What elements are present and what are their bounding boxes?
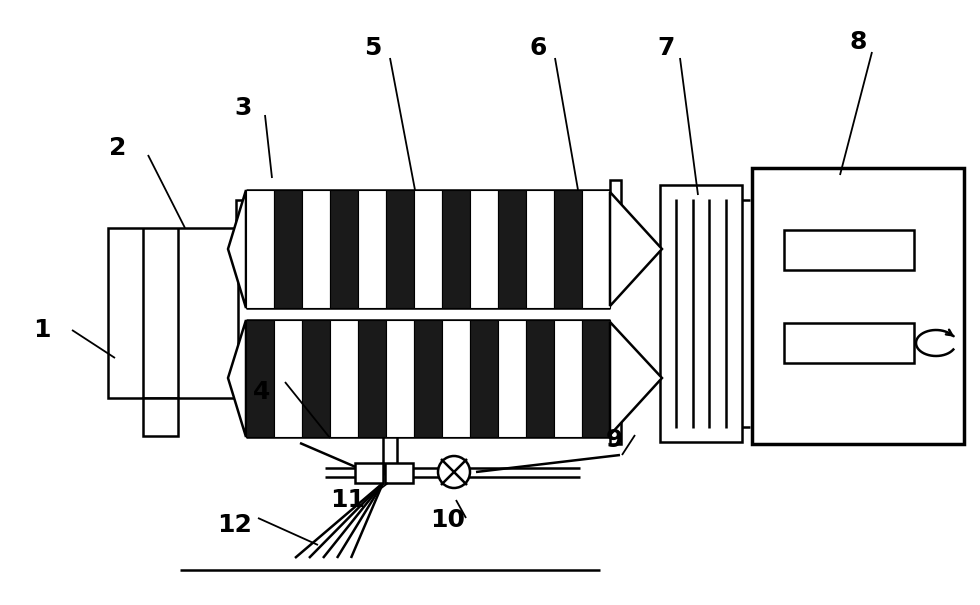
Bar (330, 320, 358, 437)
Bar (302, 190, 330, 308)
Bar (236, 200, 246, 268)
Text: 3: 3 (234, 96, 252, 120)
Text: 5: 5 (365, 36, 381, 60)
Text: 12: 12 (218, 513, 253, 537)
Bar (526, 320, 554, 437)
Bar (274, 320, 302, 437)
Text: 2: 2 (110, 136, 126, 160)
Bar (143, 398, 178, 436)
Bar (355, 463, 383, 483)
Bar (358, 320, 386, 437)
Bar (330, 190, 358, 308)
Text: 7: 7 (658, 36, 674, 60)
Text: 8: 8 (850, 30, 866, 54)
Bar (386, 190, 414, 308)
Text: 1: 1 (33, 318, 51, 342)
Bar (470, 190, 498, 308)
Bar (784, 323, 914, 363)
Bar (554, 320, 582, 437)
Polygon shape (610, 322, 662, 435)
Bar (442, 320, 470, 437)
Polygon shape (610, 192, 662, 306)
Text: 11: 11 (330, 488, 366, 512)
Bar (246, 190, 274, 308)
Bar (554, 190, 582, 308)
Bar (358, 190, 386, 308)
Bar (386, 320, 414, 437)
Text: 6: 6 (529, 36, 547, 60)
Bar (302, 320, 330, 437)
Bar (414, 320, 442, 437)
Bar (108, 228, 238, 398)
Bar (610, 180, 621, 262)
Polygon shape (228, 320, 246, 437)
Bar (498, 320, 526, 437)
Bar (246, 320, 274, 437)
Bar (784, 230, 914, 270)
Bar (660, 185, 742, 442)
Text: 4: 4 (253, 380, 270, 404)
Bar (610, 362, 621, 444)
Bar (582, 320, 610, 437)
Polygon shape (228, 190, 246, 308)
Bar (526, 190, 554, 308)
Bar (470, 320, 498, 437)
Bar (274, 190, 302, 308)
Bar (582, 190, 610, 308)
Bar (442, 190, 470, 308)
Text: 10: 10 (430, 508, 466, 532)
Circle shape (438, 456, 470, 488)
Bar (752, 168, 964, 444)
Bar (498, 190, 526, 308)
Text: 9: 9 (606, 428, 622, 452)
Bar (385, 463, 413, 483)
Bar (414, 190, 442, 308)
